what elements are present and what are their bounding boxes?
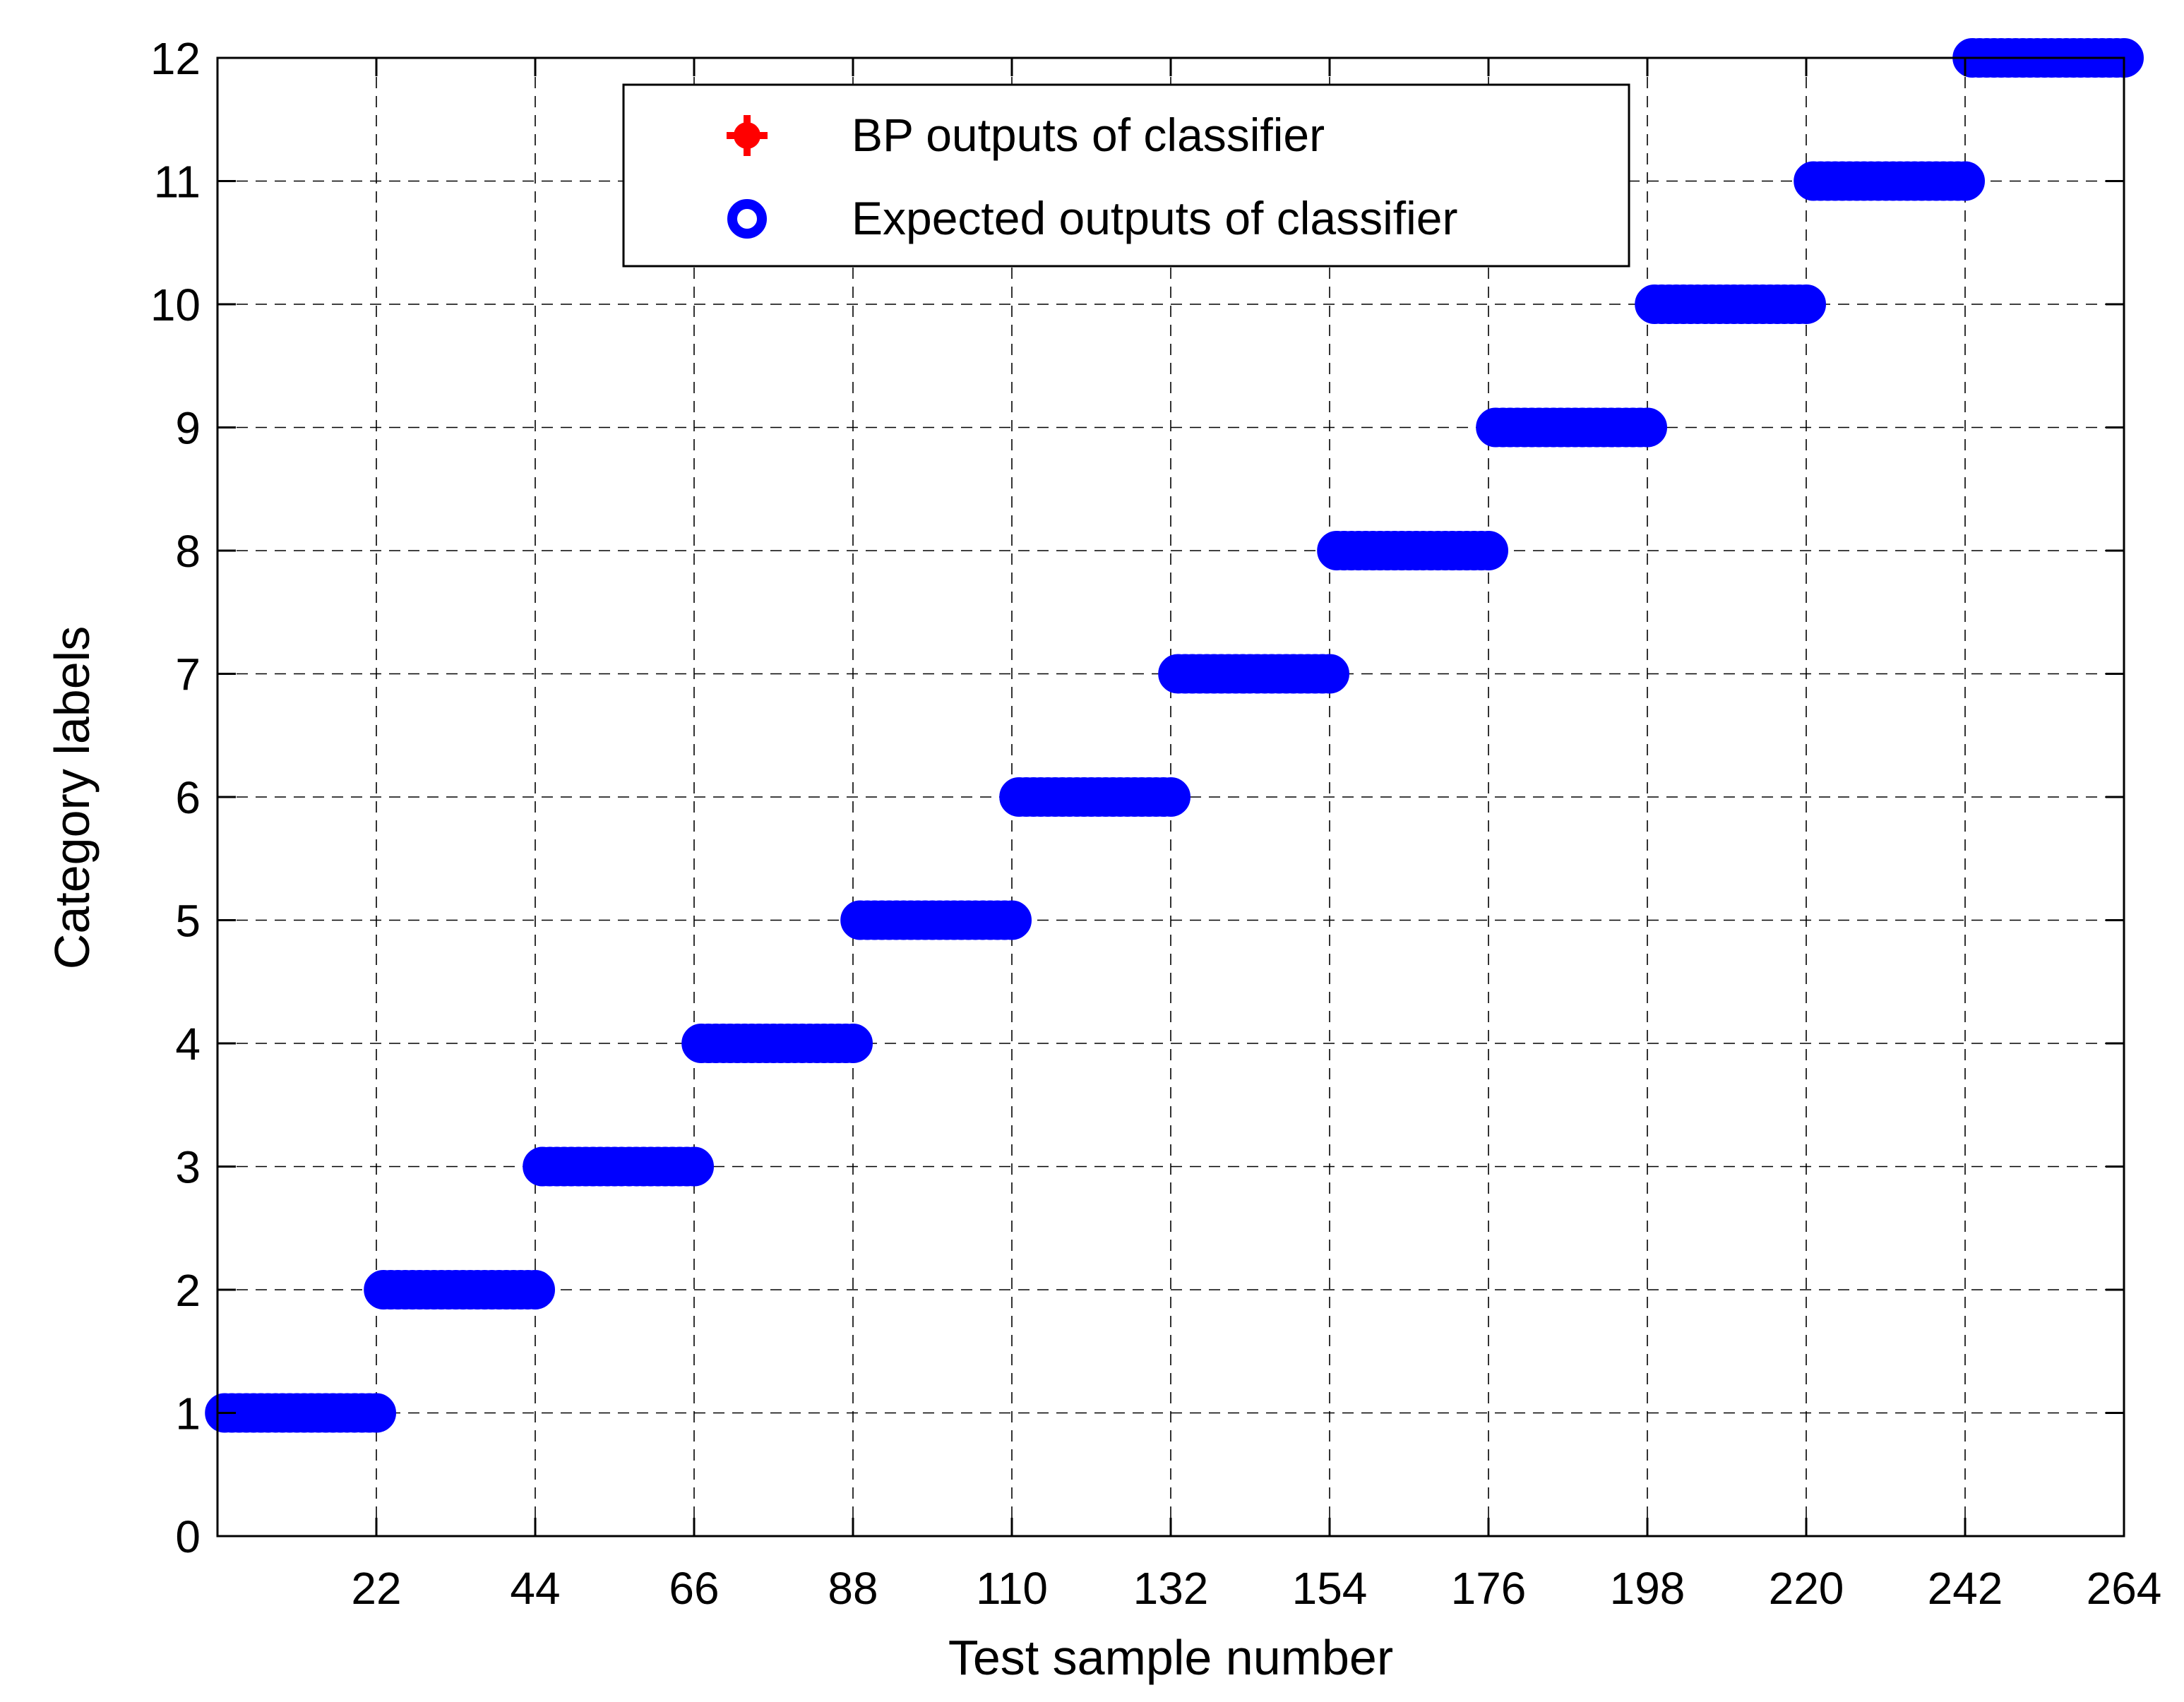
expected-output-point <box>1469 531 1508 570</box>
y-axis-label: Category labels <box>44 626 100 969</box>
y-tick-label: 5 <box>175 896 201 947</box>
y-tick-label: 1 <box>175 1389 201 1439</box>
legend-marker-expected <box>727 199 767 239</box>
x-tick-label: 220 <box>1769 1563 1844 1614</box>
y-tick-label: 0 <box>175 1511 201 1562</box>
y-tick-label: 9 <box>175 403 201 454</box>
axis-ticks: 22 44 66 88 110 132 154 176 198 220 242 26401234567… <box>150 33 2162 1614</box>
y-tick-label: 8 <box>175 526 201 577</box>
x-tick-label: 176 <box>1451 1563 1527 1614</box>
legend-box <box>622 83 1630 268</box>
expected-output-point <box>833 1024 873 1063</box>
x-tick-label: 110 <box>976 1563 1048 1614</box>
expected-output-point <box>515 1270 555 1310</box>
expected-output-point <box>674 1146 714 1187</box>
x-tick-label: 154 <box>1292 1563 1368 1614</box>
y-tick-label: 3 <box>175 1142 201 1193</box>
y-tick-label: 7 <box>175 649 201 700</box>
expected-output-point <box>1310 654 1349 694</box>
legend-label-expected: Expected outputs of classifier <box>852 192 1457 244</box>
expected-output-point <box>1945 161 1985 201</box>
y-tick-label: 2 <box>175 1265 201 1316</box>
legend: BP outputs of classifier Expected output… <box>622 83 1630 268</box>
y-tick-label: 4 <box>175 1019 201 1069</box>
x-tick-label: 198 <box>1610 1563 1685 1614</box>
y-tick-label: 6 <box>175 772 201 823</box>
x-tick-label: 264 <box>2087 1563 2162 1614</box>
x-axis-label: Test sample number <box>948 1630 1393 1685</box>
x-tick-label: 66 <box>669 1563 719 1614</box>
y-tick-label: 11 <box>154 157 201 208</box>
y-tick-label: 10 <box>150 280 201 330</box>
x-tick-label: 22 <box>351 1563 401 1614</box>
legend-label-bp: BP outputs of classifier <box>852 109 1325 161</box>
x-tick-label: 242 <box>1928 1563 2003 1614</box>
expected-output-point <box>992 900 1032 940</box>
x-tick-label: 88 <box>828 1563 878 1614</box>
x-tick-label: 44 <box>510 1563 560 1614</box>
expected-output-point <box>1786 284 1826 324</box>
expected-output-point <box>1151 777 1191 817</box>
expected-output-point <box>1628 407 1667 448</box>
x-tick-label: 132 <box>1133 1563 1209 1614</box>
y-tick-label: 12 <box>150 33 201 84</box>
legend-marker-bp <box>727 115 768 156</box>
expected-output-point <box>357 1393 396 1433</box>
